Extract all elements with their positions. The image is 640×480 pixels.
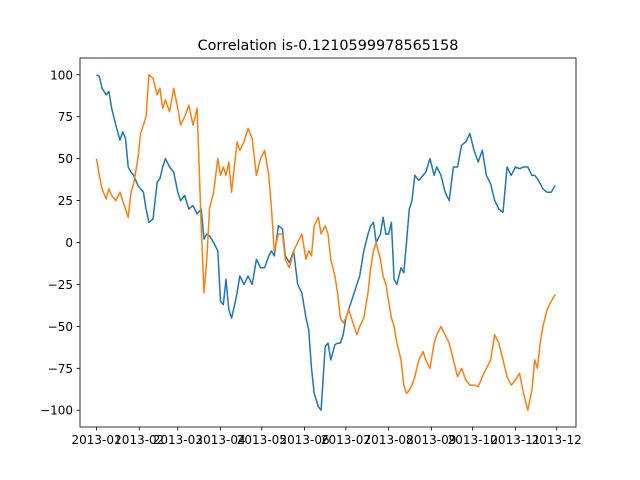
series-line-2 [95,74,556,411]
x-tick-label: 2013-04 [195,433,245,447]
y-tick-label: −100 [40,404,73,418]
x-tick-label: 2013-02 [114,433,164,447]
y-tick-label: −50 [48,320,73,334]
series-layer [95,74,556,411]
y-tick-label: 100 [50,68,73,82]
y-tick-label: 0 [65,236,73,250]
y-tick-label: 25 [58,194,73,208]
plot-frame [79,57,577,428]
x-tick-label: 2013-01 [71,433,121,447]
x-tick-label: 2013-07 [321,433,371,447]
x-tick-label: 2013-06 [280,433,330,447]
y-tick-label: −25 [48,278,73,292]
x-tick-label: 2013-12 [532,433,582,447]
axes-layer: 2013-012013-022013-032013-042013-052013-… [40,68,582,447]
x-tick-label: 2013-03 [153,433,203,447]
y-tick-label: −75 [48,362,73,376]
x-tick-label: 2013-05 [237,433,287,447]
chart-title: Correlation is-0.1210599978565158 [198,38,459,54]
y-tick-label: 50 [58,152,73,166]
x-tick-label: 2013-09 [406,433,456,447]
x-tick-label: 2013-11 [490,433,540,447]
series-line-1 [96,74,556,411]
x-tick-label: 2013-10 [448,433,498,447]
y-tick-label: 75 [58,110,73,124]
x-tick-label: 2013-08 [364,433,414,447]
